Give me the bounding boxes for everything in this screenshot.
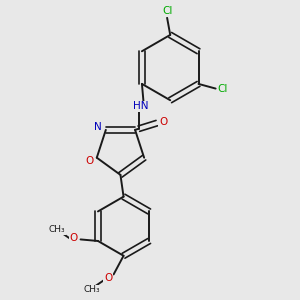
Text: CH₃: CH₃ bbox=[49, 225, 65, 234]
Text: Cl: Cl bbox=[162, 6, 172, 16]
Text: O: O bbox=[104, 273, 112, 283]
Text: O: O bbox=[70, 233, 78, 244]
Text: N: N bbox=[94, 122, 102, 132]
Text: HN: HN bbox=[133, 101, 148, 111]
Text: O: O bbox=[85, 156, 93, 166]
Text: Cl: Cl bbox=[217, 84, 228, 94]
Text: CH₃: CH₃ bbox=[83, 286, 100, 295]
Text: O: O bbox=[159, 118, 167, 128]
